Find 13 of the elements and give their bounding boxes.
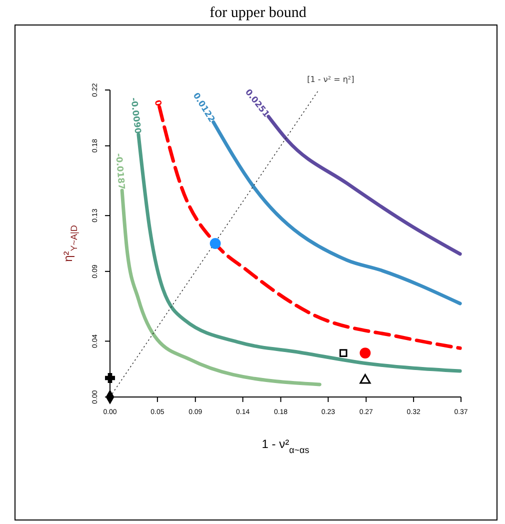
series-label: [1 - ν² = η²] [307, 75, 354, 84]
x-axis-title: 1 - ν²$_{α~αs}$ [262, 437, 310, 455]
point [210, 238, 221, 249]
line-series [136, 132, 462, 373]
point [360, 348, 371, 359]
point [105, 373, 115, 384]
text: 0 [152, 99, 163, 108]
text: -0.0090 [128, 97, 142, 134]
text: -0.0187 [112, 152, 126, 190]
line-series [120, 188, 322, 386]
point [339, 349, 348, 357]
chart-title: for upper bound [210, 5, 307, 21]
line-series [212, 120, 462, 306]
